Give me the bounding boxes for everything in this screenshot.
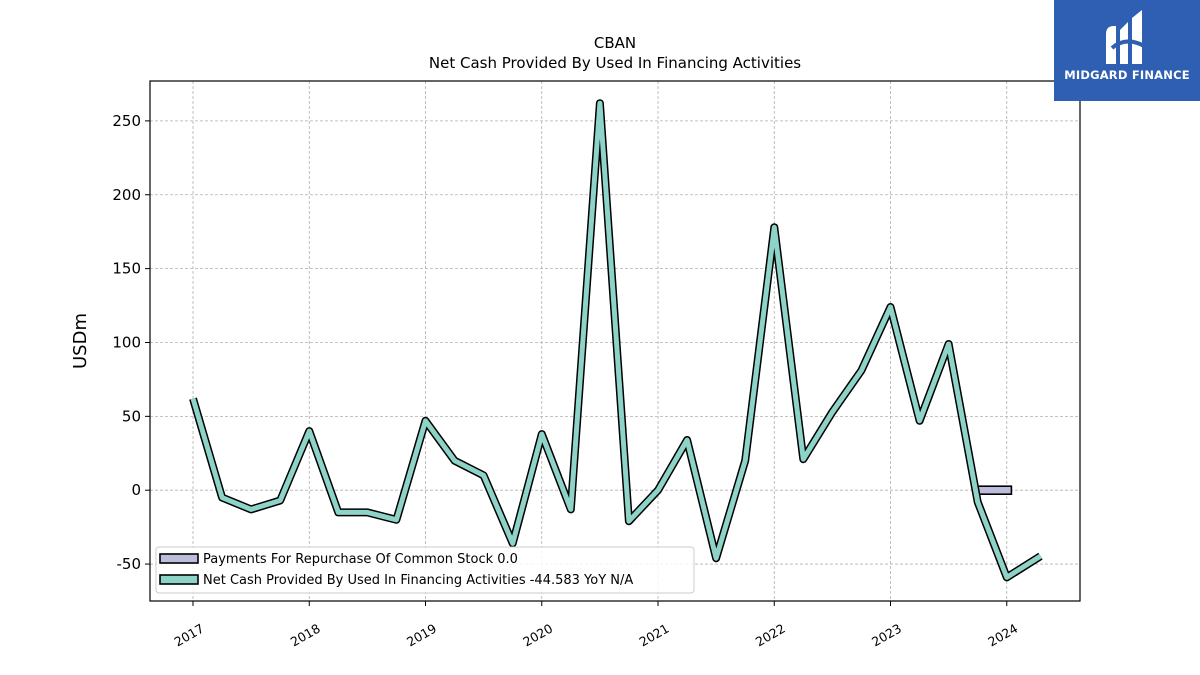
line-point (1039, 555, 1041, 557)
y-tick-label: 150 (112, 260, 141, 278)
line-point (599, 102, 601, 104)
logo-text: MIDGARD FINANCE (1064, 68, 1190, 82)
legend-label: Net Cash Provided By Used In Financing A… (203, 573, 633, 588)
x-tick-label: 2022 (753, 621, 788, 650)
line-series (189, 99, 1043, 582)
line-point (366, 511, 368, 513)
bar-series (976, 485, 1013, 496)
line-point (948, 343, 950, 345)
midgard-finance-logo: MIDGARD FINANCE (1054, 0, 1200, 101)
x-tick-label: 2017 (171, 621, 206, 650)
line-point (802, 458, 804, 460)
y-tick-label: 0 (131, 481, 141, 499)
y-tick-label: 200 (112, 186, 141, 204)
line-point (279, 500, 281, 502)
y-tick-label: 50 (122, 407, 141, 425)
x-tick-label: 2024 (985, 621, 1020, 650)
line-point (686, 439, 688, 441)
line-point (744, 460, 746, 462)
x-tick-label: 2023 (869, 621, 904, 650)
line-point (1006, 576, 1008, 578)
line-point (831, 411, 833, 413)
plot-frame (149, 80, 1081, 602)
line-point (308, 430, 310, 432)
line-point (890, 306, 892, 308)
chart-subtitle: Net Cash Provided By Used In Financing A… (429, 54, 801, 72)
line-point (483, 474, 485, 476)
line-point (919, 420, 921, 422)
line-point (250, 508, 252, 510)
legend-swatch (159, 553, 199, 564)
bar-repurchase-common-stock (976, 485, 1013, 496)
line-point (860, 370, 862, 372)
legend-swatch (159, 574, 199, 585)
line-point (425, 420, 427, 422)
line-point (395, 519, 397, 521)
y-tick-label: 250 (112, 112, 141, 130)
line-point (192, 398, 194, 400)
y-tick-label: 100 (112, 333, 141, 351)
x-tick-label: 2020 (520, 621, 555, 650)
x-tick-label: 2018 (288, 621, 323, 650)
line-point (657, 489, 659, 491)
line-point (628, 520, 630, 522)
line-point (512, 542, 514, 544)
line-point (337, 511, 339, 513)
y-axis-label: USDm (70, 313, 91, 369)
x-tick-label: 2019 (404, 621, 439, 650)
line-point (570, 508, 572, 510)
y-tick-label: -50 (117, 555, 142, 573)
chart-title: CBAN (594, 34, 636, 52)
line-net-cash-financing (190, 100, 1042, 580)
legend: Payments For Repurchase Of Common Stock … (155, 546, 695, 594)
line-point (773, 226, 775, 228)
legend-box (155, 546, 695, 594)
legend-label: Payments For Repurchase Of Common Stock … (203, 552, 518, 567)
x-axis: 2017 2018 2019 2020 2021 2022 2023 2024 (171, 601, 1020, 650)
line-point (715, 557, 717, 559)
line-point (221, 497, 223, 499)
x-tick-label: 2021 (636, 621, 671, 650)
line-point (541, 433, 543, 435)
midgard-logo-icon (1106, 10, 1145, 64)
line-point (454, 460, 456, 462)
line-point (977, 501, 979, 503)
y-axis: -50 0 50 100 150 200 250 (112, 112, 150, 573)
